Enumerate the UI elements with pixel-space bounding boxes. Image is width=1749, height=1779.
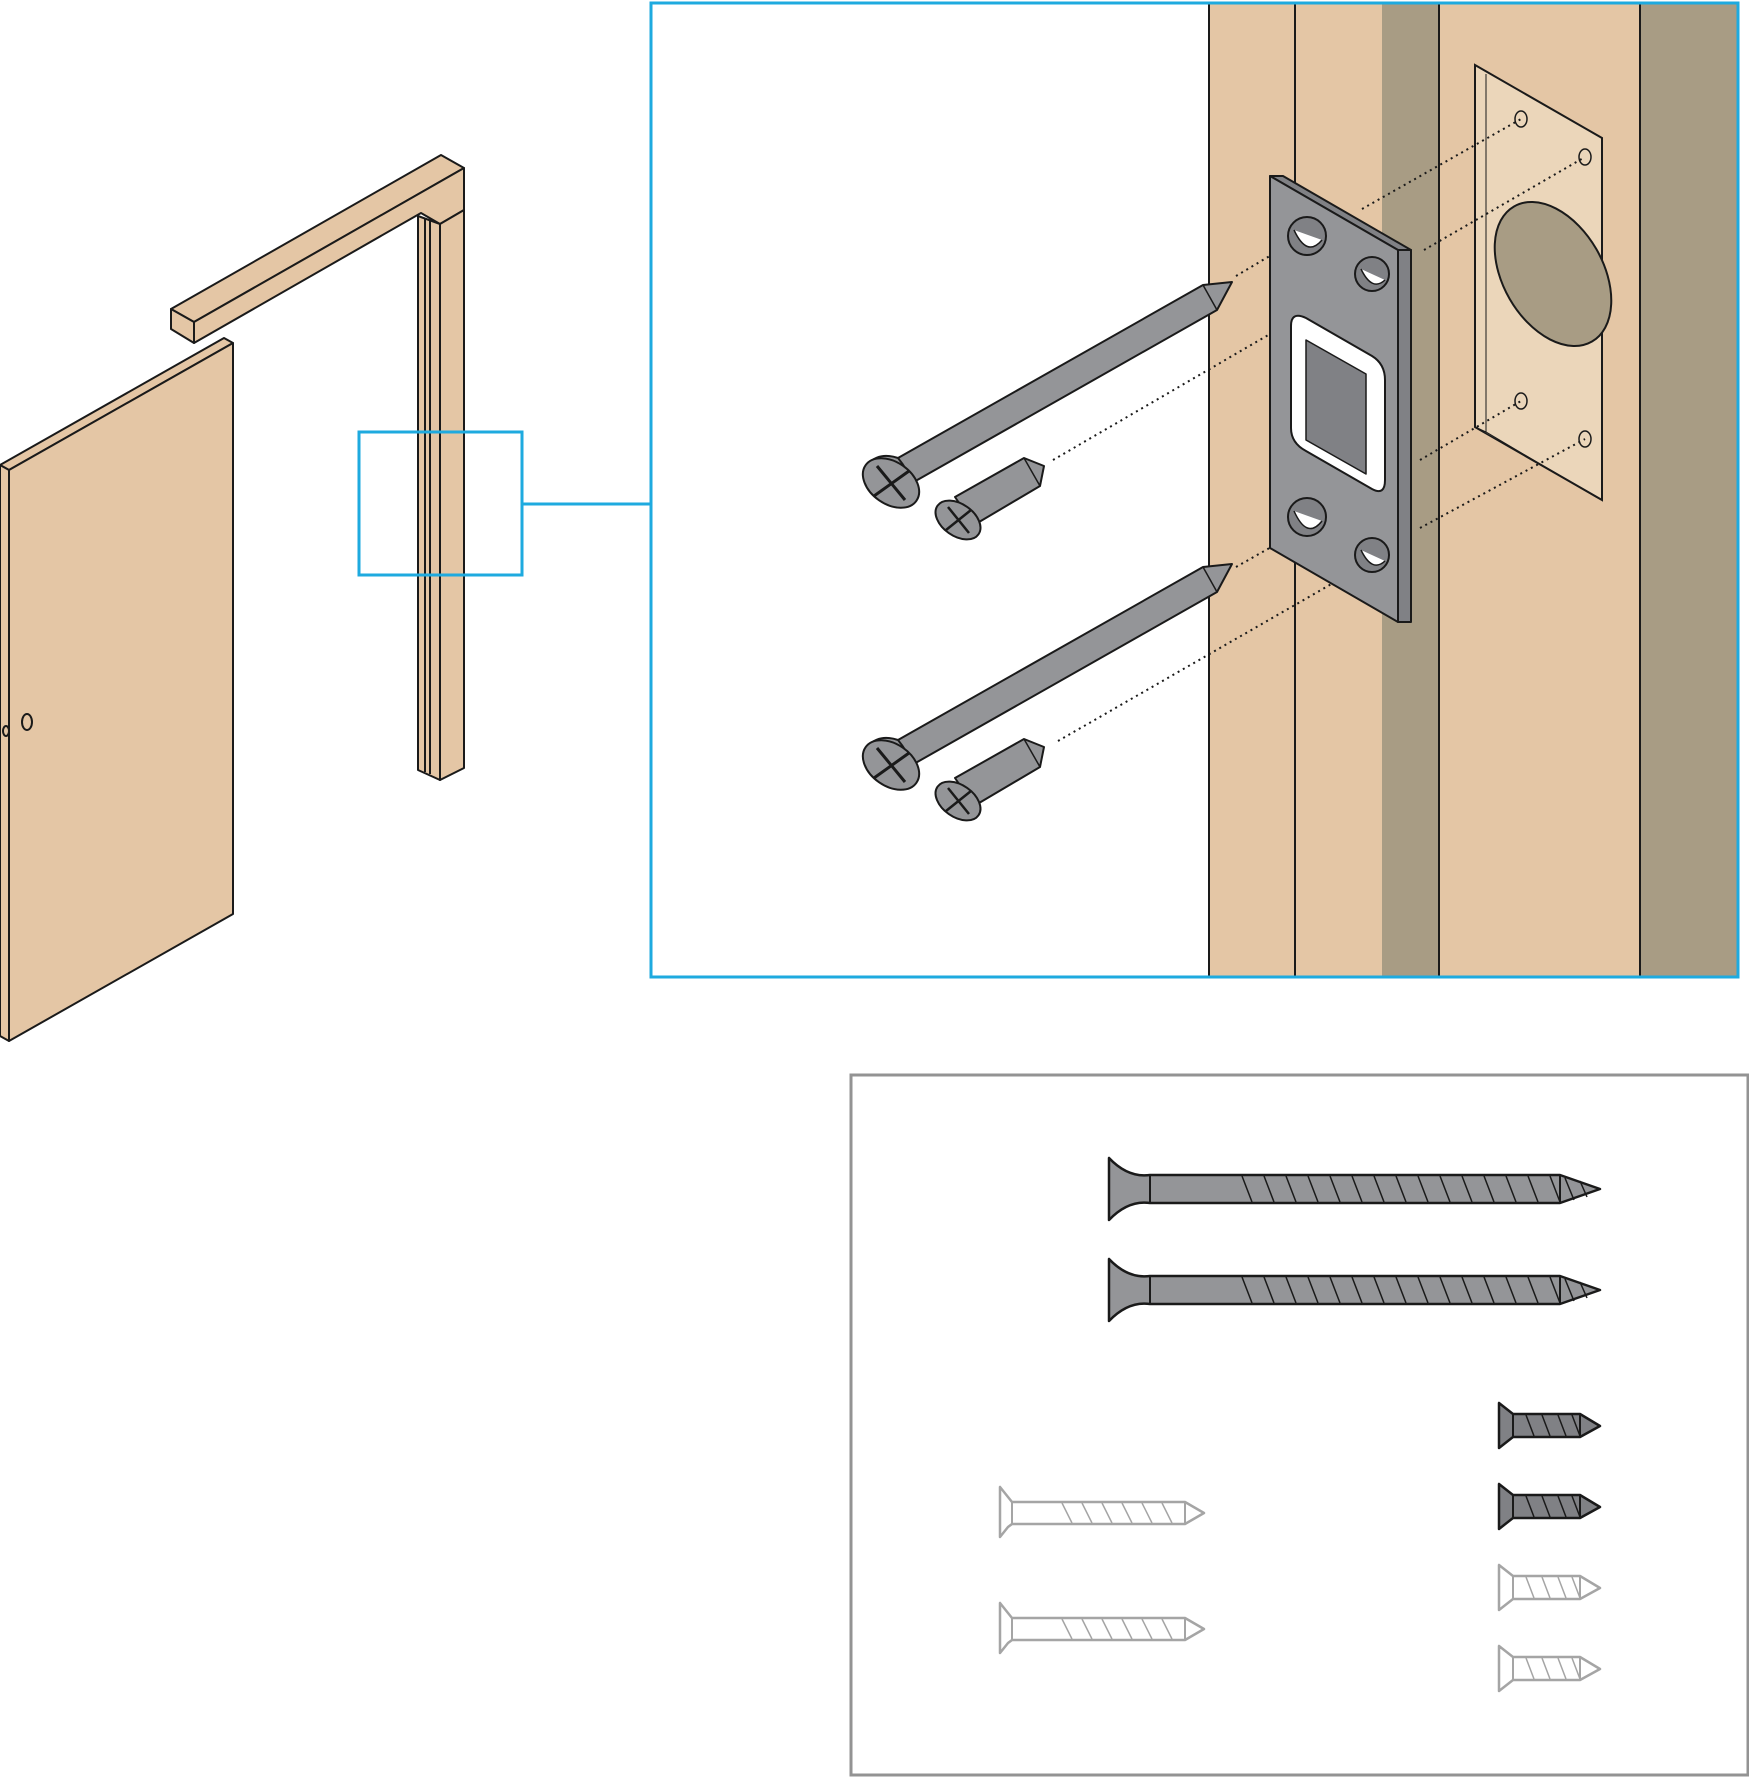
mortise-recess bbox=[1474, 63, 1613, 502]
door-edge bbox=[0, 464, 10, 1042]
frame-right-jamb bbox=[439, 209, 465, 781]
short-screw-icon bbox=[998, 1601, 1206, 1655]
long-screw-icon bbox=[861, 563, 1233, 791]
short-screw-icon bbox=[998, 1485, 1206, 1539]
door-latch-hole bbox=[2, 725, 10, 737]
short-screw-icon bbox=[934, 738, 1045, 822]
door-frame-icon bbox=[170, 154, 465, 781]
short-screw-icon bbox=[1497, 1401, 1602, 1450]
bore-hole bbox=[1493, 200, 1613, 348]
long-screw-icon bbox=[1107, 1156, 1602, 1222]
detail-panel bbox=[649, 1, 1740, 979]
short-screw-icon bbox=[1497, 1644, 1602, 1693]
long-screw-icon bbox=[1107, 1257, 1602, 1323]
door-icon bbox=[0, 337, 234, 1042]
short-screw-icon bbox=[1497, 1563, 1602, 1612]
hardware-inventory-panel bbox=[849, 1073, 1749, 1777]
detail-panel-border bbox=[649, 1, 1740, 979]
stud-shadow bbox=[1640, 3, 1738, 977]
strike-plate-icon bbox=[1269, 175, 1412, 623]
door-knob-hole bbox=[21, 713, 33, 731]
long-screw-icon bbox=[861, 281, 1233, 509]
door-face bbox=[8, 342, 234, 1042]
short-screw-icon bbox=[1497, 1482, 1602, 1531]
short-screw-icon bbox=[934, 457, 1045, 541]
